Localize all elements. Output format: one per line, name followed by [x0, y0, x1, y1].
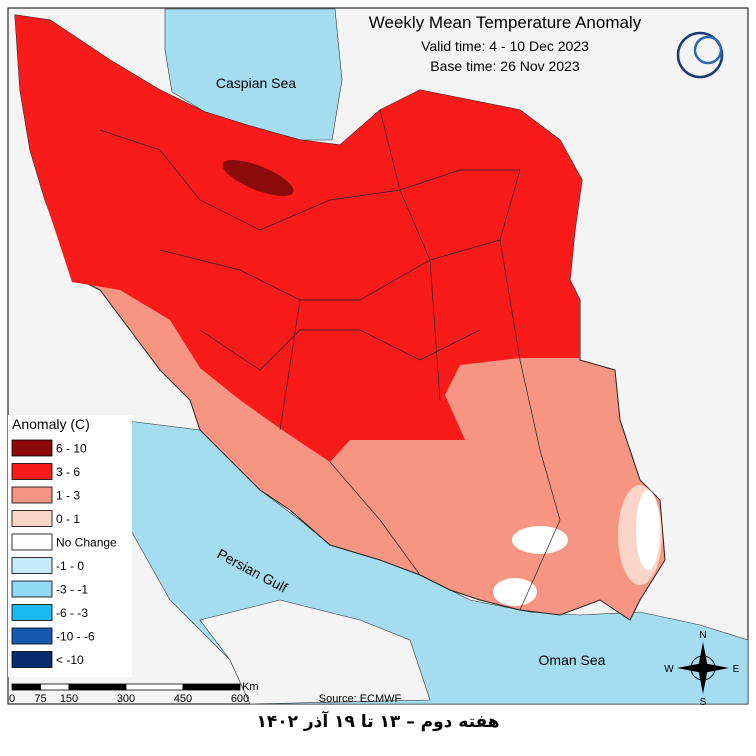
scale-tick-label: 150 — [60, 693, 78, 705]
scale-tick-label: 0 — [9, 693, 15, 705]
scale-tick-label: 450 — [174, 693, 192, 705]
province-borders — [99, 109, 561, 611]
arabia — [199, 599, 431, 705]
scale-unit: Km — [242, 681, 259, 693]
region-no-change — [636, 490, 660, 570]
region-no-change — [493, 578, 537, 606]
region-6-10 — [222, 159, 294, 197]
scale-segment — [182, 683, 241, 691]
legend-label: -3 - -1 — [56, 583, 88, 597]
title: Weekly Mean Temperature Anomaly — [369, 13, 642, 32]
legend-swatch — [11, 580, 53, 598]
legend-title: Anomaly (C) — [12, 416, 90, 432]
legend-swatch — [11, 510, 53, 527]
legend-label: -1 - 0 — [56, 559, 84, 573]
compass-w: W — [664, 664, 674, 675]
scale-segment — [40, 683, 70, 691]
compass-n: N — [699, 630, 706, 641]
scale-tick-label: 600 — [231, 693, 249, 705]
legend-label: -10 - -6 — [56, 630, 95, 644]
compass: N S E W — [664, 630, 740, 708]
scale-segment — [125, 683, 184, 691]
legend-swatch — [11, 627, 53, 645]
caspian-label: Caspian Sea — [216, 75, 296, 91]
legend-swatch — [11, 533, 53, 551]
legend-swatch — [11, 651, 53, 668]
compass-s: S — [700, 697, 707, 706]
oman-label: Oman Sea — [539, 652, 606, 668]
source: Source: ECMWF — [319, 693, 402, 705]
map: Weekly Mean Temperature Anomaly Valid ti… — [7, 7, 749, 708]
compass-e: E — [733, 664, 740, 675]
legend-label: 3 - 6 — [56, 465, 80, 479]
legend-swatch — [11, 604, 53, 621]
base-time: Base time: 26 Nov 2023 — [430, 58, 580, 74]
logo — [676, 31, 724, 79]
legend-swatch — [11, 463, 53, 480]
caption: هفته دوم – ۱۳ تا ۱۹ آذر ۱۴۰۲ — [256, 712, 500, 732]
legend-label: 1 - 3 — [56, 489, 80, 503]
legend-label: -6 - -3 — [56, 606, 88, 620]
scale-tick-label: 75 — [34, 693, 46, 705]
scale-segment — [68, 683, 127, 691]
legend-label: < -10 — [56, 653, 84, 667]
legend-swatch — [11, 486, 53, 504]
legend-label: 6 - 10 — [56, 442, 87, 456]
scale-tick-label: 300 — [117, 693, 135, 705]
region-no-change — [512, 526, 568, 554]
valid-time: Valid time: 4 - 10 Dec 2023 — [421, 38, 589, 54]
legend-label: No Change — [56, 536, 117, 550]
legend-label: 0 - 1 — [56, 512, 80, 526]
legend-swatch — [11, 557, 53, 574]
legend: 6 - 10 3 - 6 1 - 3 0 - 1 No Change -1 - 0 -3 -… — [11, 439, 117, 668]
legend-swatch — [11, 439, 53, 457]
scale-segment — [11, 683, 41, 691]
